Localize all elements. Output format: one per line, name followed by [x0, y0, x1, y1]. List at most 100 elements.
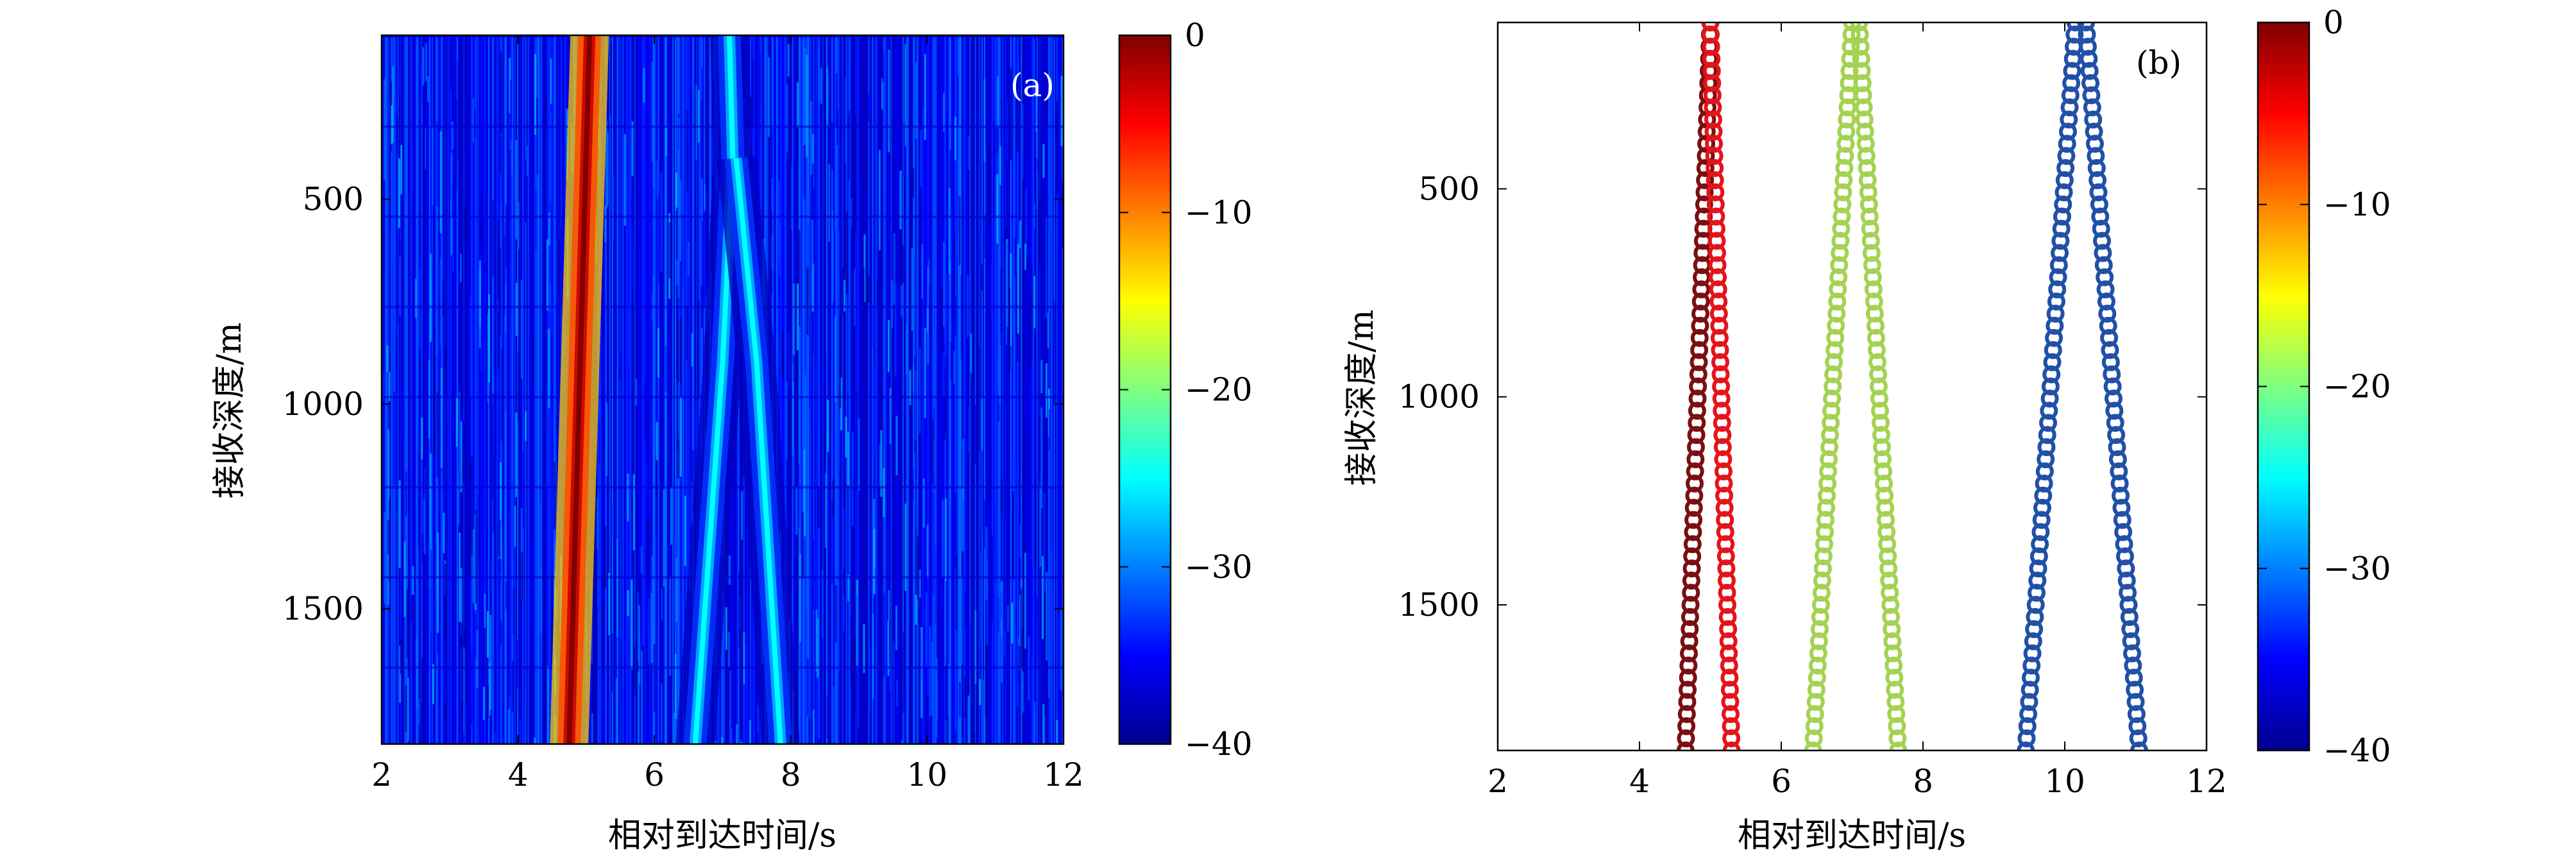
heatmap-noise-cell [400, 638, 402, 674]
scatter-point-path-4 [1883, 620, 1901, 638]
heatmap-noise-cell [1045, 217, 1047, 318]
heatmap-noise-cell [492, 200, 495, 277]
heatmap-noise-stripe [942, 35, 944, 744]
heatmap-noise-stripe [616, 35, 619, 744]
heatmap-noise-cell [519, 718, 521, 744]
heatmap-noise-cell [824, 355, 827, 428]
heatmap-noise-stripe [1001, 35, 1003, 744]
heatmap-noise-cell [736, 724, 738, 744]
heatmap-noise-stripe [552, 35, 554, 744]
heatmap-noise-cell [979, 552, 981, 647]
heatmap-noise-cell [782, 330, 784, 380]
heatmap-noise-cell [412, 574, 415, 675]
heatmap-noise-cell [432, 664, 434, 704]
heatmap-noise-cell [792, 284, 795, 380]
heatmap-noise-stripe [1061, 35, 1063, 744]
heatmap-noise-stripe [819, 35, 822, 744]
heatmap-noise-stripe [1047, 35, 1049, 744]
heatmap-noise-stripe [934, 35, 936, 744]
heatmap-noise-stripe [1017, 35, 1019, 744]
heatmap-noise-cell [727, 631, 730, 668]
heatmap-noise-cell [902, 123, 905, 176]
heatmap-noise-cell [500, 527, 503, 622]
heatmap-noise-cell [810, 101, 813, 175]
heatmap-noise-stripe [541, 35, 543, 744]
heatmap-noise-cell [687, 241, 690, 276]
heatmap-noise-cell [863, 329, 866, 421]
heatmap-noise-stripe [876, 35, 878, 744]
heatmap-noise-cell [817, 618, 819, 678]
heatmap-noise-stripe [898, 35, 901, 744]
heatmap-noise-cell [669, 577, 672, 676]
heatmap-noise-cell [965, 591, 967, 628]
heatmap-noise-cell [984, 152, 987, 251]
heatmap-noise-cell [831, 210, 834, 264]
heatmap-noise-stripe [431, 35, 434, 744]
heatmap-noise-stripe [392, 35, 394, 744]
heatmap-noise-stripe [671, 35, 673, 744]
scatter-point-path-3 [1829, 280, 1847, 299]
heatmap-noise-cell [808, 223, 810, 300]
heatmap-noise-stripe [973, 35, 975, 744]
heatmap-noise-cell [436, 121, 439, 207]
heatmap-noise-cell [818, 738, 820, 744]
series-path-3 [1804, 22, 1861, 750]
heatmap-noise-stripe [700, 35, 702, 744]
heatmap-noise-cell [795, 486, 798, 535]
heatmap-noise-cell [987, 504, 990, 583]
scatter-point-path-2 [1708, 256, 1727, 275]
scatter-point-path-2 [1705, 147, 1724, 165]
heatmap-noise-stripe [530, 35, 532, 744]
heatmap-noise-cell [485, 120, 487, 217]
heatmap-noise-cell [752, 60, 754, 128]
heatmap-noise-cell [942, 352, 945, 397]
heatmap-noise-stripe [525, 35, 527, 744]
heatmap-noise-stripe [527, 35, 529, 744]
heatmap-noise-stripe [838, 35, 840, 744]
heatmap-noise-stripe [668, 35, 670, 744]
heatmap-noise-cell [611, 633, 613, 691]
heatmap-noise-cell [542, 650, 545, 741]
scatter-point-path-1 [1690, 353, 1708, 371]
heatmap-noise-cell [661, 383, 663, 414]
heatmap-noise-cell [472, 529, 475, 603]
heatmap-noise-cell [439, 298, 441, 335]
heatmap-noise-cell [396, 229, 399, 323]
heatmap-noise-stripe [456, 35, 459, 744]
heatmap-noise-cell [996, 174, 999, 244]
heatmap-noise-cell [598, 422, 601, 464]
heatmap-noise-cell [856, 595, 859, 669]
heatmap-noise-stripe [831, 35, 833, 744]
heatmap-noise-stripe [507, 35, 510, 744]
heatmap-noise-cell [549, 283, 552, 313]
heatmap-noise-cell [983, 499, 986, 548]
heatmap-noise-cell [547, 665, 549, 744]
heatmap-noise-cell [396, 116, 398, 156]
heatmap-noise-cell [804, 158, 806, 201]
heatmap-noise-cell [497, 310, 500, 369]
panel-b-cb-tick-label: −10 [2323, 186, 2391, 223]
heatmap-noise-cell [508, 113, 511, 212]
heatmap-noise-stripe [656, 35, 658, 744]
heatmap-noise-cell [895, 203, 898, 285]
heatmap-noise-cell [428, 360, 430, 439]
heatmap-noise-stripe [1051, 35, 1053, 744]
heatmap-noise-stripe [1014, 35, 1016, 744]
heatmap-noise-cell [1056, 720, 1058, 744]
heatmap-noise-stripe [614, 35, 616, 744]
heatmap-noise-cell [950, 342, 953, 380]
scatter-point-path-4 [1865, 292, 1883, 311]
heatmap-noise-stripe [472, 35, 474, 744]
heatmap-noise-cell [534, 737, 536, 744]
heatmap-noise-cell [520, 280, 523, 379]
heatmap-noise-cell [623, 133, 626, 226]
heatmap-noise-cell [525, 411, 527, 441]
heatmap-noise-stripe [958, 35, 961, 744]
scatter-point-path-3 [1812, 584, 1831, 602]
heatmap-noise-cell [990, 264, 993, 319]
heatmap-noise-cell [639, 572, 641, 637]
heatmap-noise-cell [980, 451, 983, 533]
scatter-point-path-2 [1718, 584, 1736, 602]
heatmap-noise-cell [524, 705, 527, 744]
scatter-point-path-1 [1695, 183, 1714, 201]
